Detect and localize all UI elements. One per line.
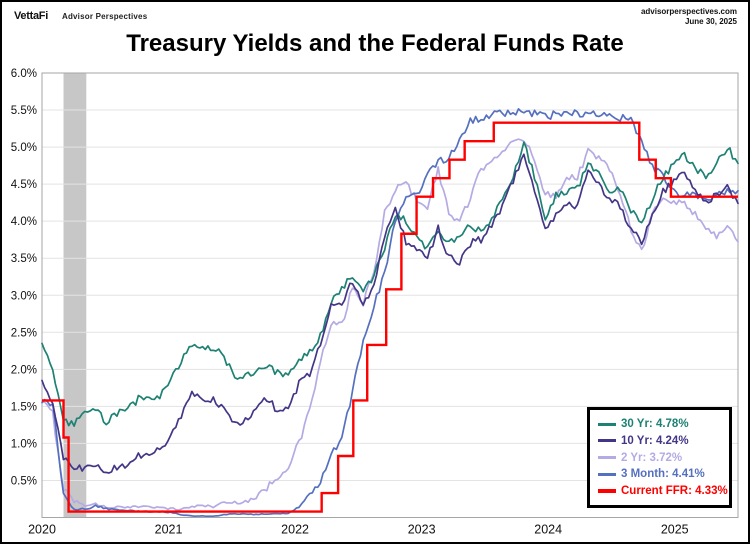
legend-swatch-30-yr [598, 422, 616, 426]
ffr-step-line [42, 121, 738, 513]
ytick-label: 4.0% [11, 216, 37, 228]
xtick-label: 2021 [155, 523, 183, 537]
source-info: advisorperspectives.com June 30, 2025 [641, 7, 737, 26]
xtick-label: 2023 [408, 523, 436, 537]
legend-label-30-yr: 30 Yr: 4.78% [621, 418, 689, 430]
ytick-label: 4.5% [11, 179, 37, 191]
ytick-label: 6.0% [11, 68, 37, 80]
brand-tagline: Advisor Perspectives [61, 12, 148, 21]
series-line-2-yr [41, 138, 739, 511]
legend-label-10-yr: 10 Yr: 4.24% [621, 434, 689, 447]
legend-entry-current-ffr: Current FFR: 4.33% [598, 485, 728, 497]
legend-entry-3-month: 3 Month: 4.41% [598, 468, 721, 480]
brand: VettaFi Advisor Perspectives [14, 10, 147, 22]
source-site: advisorperspectives.com [640, 7, 737, 16]
legend-entry-2-yr: 2 Yr: 3.72% [598, 452, 721, 464]
ytick-label: 1.0% [11, 438, 37, 450]
legend-swatch-3-month [598, 472, 616, 476]
plot-border [41, 72, 739, 518]
chart-title: Treasury Yields and the Federal Funds Ra… [126, 30, 624, 57]
legend-label-2-yr: 2 Yr: 3.72% [621, 451, 683, 464]
legend-entry-10-yr: 10 Yr: 4.24% [598, 435, 721, 447]
legend-swatch-10-yr [598, 439, 616, 443]
ytick-label: 2.0% [11, 364, 37, 376]
series-line-10-yr [41, 153, 739, 474]
legend-swatch-current-ffr [598, 489, 616, 493]
xtick-label: 2020 [28, 523, 56, 537]
xtick-label: 2022 [281, 523, 309, 537]
header: VettaFi Advisor Perspectives advisorpers… [2, 2, 748, 32]
series-line-30-yr [41, 141, 739, 427]
legend-entry-30-yr: 30 Yr: 4.78% [598, 418, 721, 430]
ytick-label: 5.0% [11, 142, 37, 154]
ytick-label: 5.5% [11, 105, 37, 117]
legend-label-current-ffr: Current FFR: 4.33% [621, 485, 728, 497]
chart-legend: 30 Yr: 4.78% 10 Yr: 4.24% 2 Yr: 3.72% 3 Mon… [587, 407, 732, 508]
vettafi-logo: VettaFi [14, 10, 48, 22]
xtick-label: 2024 [534, 523, 562, 537]
ytick-label: 0.5% [11, 475, 37, 487]
xtick-label: 2025 [661, 523, 689, 537]
legend-label-3-month: 3 Month: 4.41% [621, 468, 705, 481]
source-date: June 30, 2025 [684, 16, 737, 26]
ytick-label: 1.5% [11, 401, 37, 413]
ytick-label: 2.5% [11, 327, 37, 339]
legend-swatch-2-yr [598, 456, 616, 459]
ytick-label: 3.5% [11, 253, 37, 265]
ytick-label: 3.0% [11, 290, 37, 302]
